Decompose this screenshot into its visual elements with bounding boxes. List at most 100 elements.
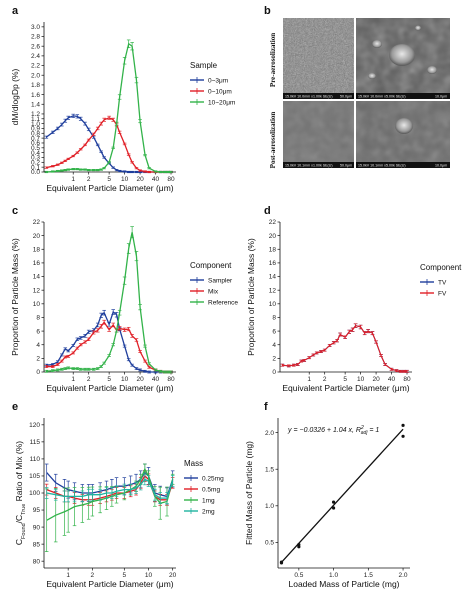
y-tick-label: 120	[29, 422, 40, 429]
y-tick-label: 95	[33, 507, 41, 514]
x-tick-label: 5	[107, 176, 111, 183]
y-tick-label: 16	[33, 260, 41, 267]
y-tick-label: 10	[269, 301, 277, 308]
scatter-point	[331, 500, 336, 504]
y-tick-label: 105	[29, 473, 40, 480]
x-tick-label: 80	[167, 176, 175, 183]
chart-c: 1 2 5 10 20 40 800246810121416182022Equivalent…	[10, 219, 238, 393]
sem-row-label-post: Post-aerosolization	[269, 112, 277, 169]
x-tick-label: 10	[357, 376, 365, 383]
scatter-point	[401, 434, 405, 438]
scatter-point	[279, 560, 284, 564]
y-tick-label: 0.9	[31, 126, 40, 133]
plot-area-c	[44, 222, 176, 372]
y-tick-label: 0.4	[31, 150, 40, 157]
x-tick-label: 1.0	[329, 572, 338, 579]
y-tick-label: 0.2	[31, 160, 40, 167]
y-tick-label: 2	[36, 356, 40, 363]
x-tick-label: 20	[169, 572, 177, 579]
x-axis-title-f: Loaded Mass of Particle (mg)	[288, 579, 399, 589]
x-tick-label: 2	[323, 376, 327, 383]
x-axis-title-e: Equivalent Particle Diameter (μm)	[46, 579, 173, 589]
scatter-point	[331, 506, 336, 510]
y-tick-label: 0.5	[31, 145, 40, 152]
legend-title: Mass	[184, 459, 203, 468]
legend-entry-2: 10~20μm	[208, 99, 235, 106]
x-tick-label: 20	[136, 376, 144, 383]
x-tick-label: 1	[307, 376, 311, 383]
y-tick-label: 2.2	[31, 63, 40, 70]
legend-entry-1: 0.5mg	[202, 486, 220, 493]
x-tick-label: 1.5	[364, 572, 373, 579]
y-tick-label: 14	[33, 274, 41, 281]
legend-entry-2: Reference	[208, 299, 238, 306]
y-tick-label: 20	[269, 233, 277, 240]
x-tick-label: 1	[71, 176, 75, 183]
panel-letter-e: e	[12, 401, 18, 413]
y-tick-label: 80	[33, 558, 41, 565]
sem-meta-2: 50.0μm	[340, 95, 352, 99]
y-tick-label: 100	[29, 490, 40, 497]
y-tick-label: 0.8	[31, 130, 40, 137]
sem-meta-4: 10.0μm	[435, 95, 447, 99]
y-tick-label: 12	[269, 287, 277, 294]
x-tick-label: 1	[71, 376, 75, 383]
legend-entry-1: FV	[438, 290, 447, 297]
legend-entry-0: TV	[438, 279, 447, 286]
legend-d: Component TV FV	[420, 263, 462, 297]
x-tick-label: 40	[152, 176, 160, 183]
y-tick-label: 6	[36, 328, 40, 335]
y-tick-label: 0	[36, 369, 40, 376]
sem-meta-3: 15.0kV 10.0mm x5.00k SE(U)	[358, 95, 406, 99]
sem-image-pre-low: 15.0kV 10.0mm x1.00k SE(U) 50.0μm	[283, 18, 354, 99]
sem-image-pre-high: 15.0kV 10.0mm x5.00k SE(U) 10.0μm	[356, 18, 450, 99]
x-tick-label: 10	[145, 572, 153, 579]
y-tick-label: 2.6	[31, 43, 40, 50]
y-tick-label: 2.0	[31, 72, 40, 79]
y-tick-label: 1.0	[31, 121, 40, 128]
legend-entry-3: 2mg	[202, 508, 215, 515]
legend-e: Mass 0.25mg 0.5mg 1mg 2mg	[184, 459, 224, 515]
panel-letter-a: a	[12, 5, 19, 17]
y-tick-label: 1.6	[31, 92, 40, 99]
y-tick-label: 2	[272, 356, 276, 363]
sem-row-label-pre: Pre-aerosolization	[269, 33, 277, 87]
x-tick-label: 1	[66, 572, 70, 579]
sem-meta-8: 10.0μm	[435, 164, 447, 168]
x-tick-label: 10	[121, 376, 129, 383]
charts: 1 2 5 10 20 40 800.00.10.20.30.40.50.60.70.80.…	[10, 22, 462, 589]
series-e-3	[44, 473, 175, 504]
panel-letter-b: b	[264, 5, 271, 17]
plot-area-a	[44, 22, 176, 172]
x-tick-label: 10	[121, 176, 129, 183]
y-tick-label: 22	[269, 219, 277, 226]
sem-image-post-high: 15.0kV 10.1mm x5.00k SE(U) 10.0μm	[356, 101, 450, 168]
panel-letter-d: d	[264, 205, 271, 217]
panel-letter-c: c	[12, 205, 18, 217]
series-line	[46, 478, 174, 499]
scatter-point	[401, 423, 405, 427]
y-tick-label: 1.1	[31, 116, 40, 123]
chart-a: 1 2 5 10 20 40 80 0.00.10.20.30.40.50.60.70.80.…	[10, 22, 235, 193]
y-tick-label: 0.0	[31, 169, 40, 176]
y-axis-title-a: dM/dlogDp (%)	[10, 68, 20, 125]
chart-e: 1 2 5 10 20 80 85 90 95 100 105 110 115 120 Equivalent…	[14, 418, 224, 589]
x-tick-label: 5	[123, 572, 127, 579]
legend-title: Component	[190, 261, 232, 270]
y-tick-label: 0	[272, 369, 276, 376]
x-tick-label: 40	[388, 376, 396, 383]
legend-entry-0: Sampler	[208, 277, 233, 284]
y-tick-label: 22	[33, 219, 41, 226]
x-tick-label: 40	[152, 376, 160, 383]
legend-c: Component Sampler Mix Reference	[190, 261, 238, 306]
x-tick-label: 20	[372, 376, 380, 383]
series-d-1	[280, 323, 409, 373]
y-tick-label: 18	[269, 246, 277, 253]
x-tick-label: 5	[343, 376, 347, 383]
plot-area-d	[280, 222, 412, 372]
scatter-point	[297, 542, 301, 547]
x-tick-label: 2	[87, 176, 91, 183]
y-tick-label: 85	[33, 541, 41, 548]
